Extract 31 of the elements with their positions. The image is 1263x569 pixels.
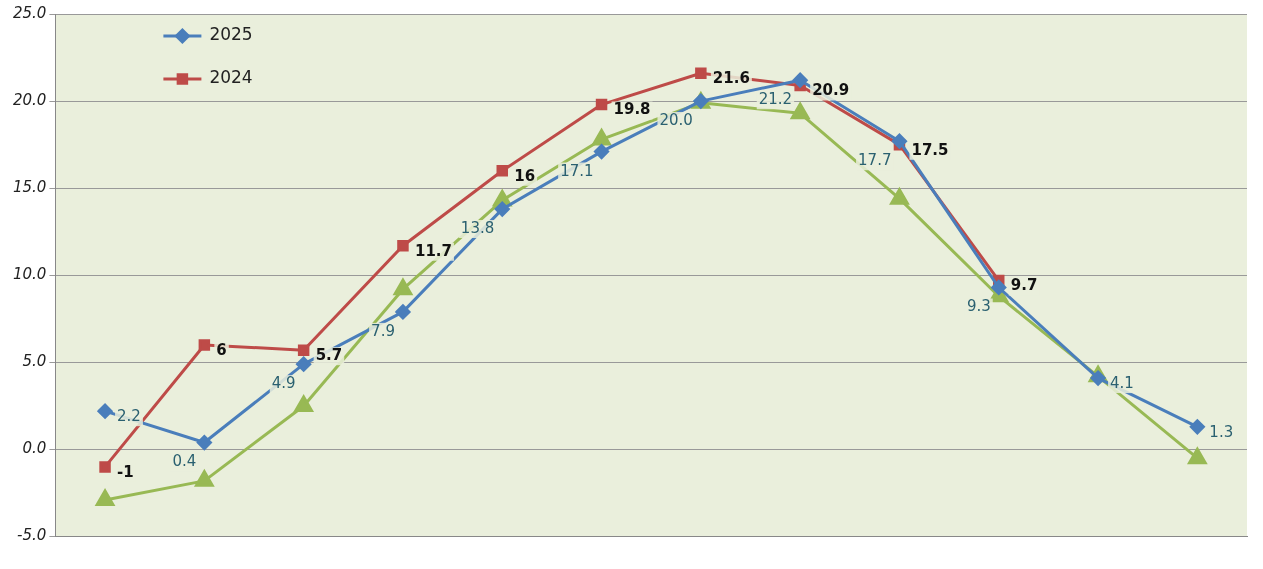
data-label: 17.1 — [560, 161, 594, 180]
data-label: 2.2 — [117, 407, 141, 426]
data-label: 9.3 — [966, 297, 991, 316]
data-label: 16 — [514, 166, 536, 185]
legend-label: 2025 — [209, 24, 253, 45]
data-label: 13.8 — [460, 218, 495, 237]
data-label: 4.1 — [1110, 373, 1134, 392]
y-tick-label: 0.0 — [22, 439, 47, 458]
y-tick-label: 25.0 — [12, 3, 47, 22]
data-label: 20.0 — [659, 110, 693, 129]
data-label: 7.9 — [371, 321, 395, 340]
y-tick-label: 20.0 — [12, 90, 47, 109]
data-label: -1 — [117, 462, 134, 481]
legend-label: 2024 — [209, 67, 253, 88]
data-label: 19.8 — [613, 100, 651, 119]
data-label: 21.6 — [712, 69, 750, 88]
y-tick-label: 15.0 — [12, 178, 47, 197]
data-label: 4.9 — [271, 374, 296, 393]
data-label: 6 — [216, 340, 227, 359]
data-label: 20.9 — [812, 81, 850, 100]
data-label: 21.2 — [758, 90, 793, 109]
y-tick-label: -5.0 — [17, 526, 47, 545]
y-tick-label: 5.0 — [22, 352, 47, 371]
data-label: 5.7 — [315, 346, 343, 365]
data-label: 11.7 — [414, 241, 452, 260]
y-tick-label: 10.0 — [12, 265, 47, 284]
data-label: 17.5 — [911, 140, 949, 159]
data-label: 1.3 — [1209, 422, 1234, 441]
data-label: 9.7 — [1010, 276, 1038, 295]
data-label: 17.7 — [858, 151, 892, 170]
data-label: 0.4 — [172, 452, 197, 471]
